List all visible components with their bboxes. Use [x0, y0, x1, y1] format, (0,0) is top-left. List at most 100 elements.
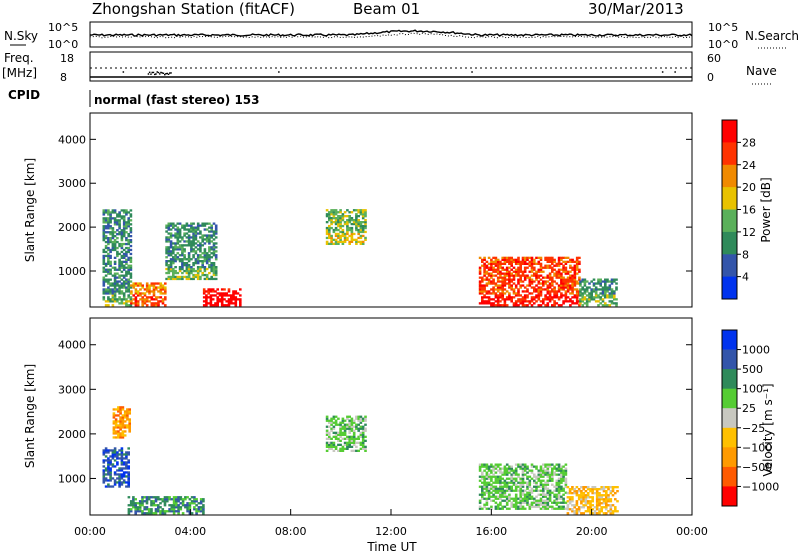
velocity-cell: [562, 475, 565, 478]
power-cell: [152, 304, 156, 307]
power-cell: [496, 260, 500, 263]
power-cell: [548, 266, 552, 269]
velocity-cell: [512, 473, 516, 476]
velocity-cell: [109, 471, 112, 474]
power-cell: [122, 274, 126, 277]
power-cell: [599, 302, 602, 305]
power-cell: [573, 270, 577, 273]
power-cell: [172, 262, 175, 265]
velocity-cell: [595, 506, 599, 509]
power-cell: [569, 278, 572, 281]
power-cell: [487, 272, 491, 275]
power-cell: [325, 213, 329, 216]
velocity-cell: [337, 439, 340, 442]
power-cell: [107, 292, 110, 295]
power-cell: [325, 242, 329, 245]
power-cell: [122, 256, 126, 259]
power-cell: [339, 240, 342, 243]
power-cell: [528, 256, 532, 259]
power-cell: [359, 236, 363, 240]
velocity-cell: [523, 481, 527, 484]
freq-tick-bottom: 8: [60, 71, 67, 84]
power-cell: [325, 240, 329, 243]
velocity-cell: [119, 436, 122, 439]
power-cell: [530, 258, 534, 261]
power-cell: [185, 222, 189, 225]
power-cell: [143, 294, 147, 297]
power-cell: [485, 296, 489, 299]
velocity-cell: [118, 479, 121, 482]
power-cell: [492, 292, 495, 295]
power-cell: [120, 266, 124, 269]
velocity-cell: [510, 481, 513, 484]
velocity-cell: [589, 502, 592, 505]
power-cell: [132, 294, 135, 297]
power-cell: [178, 277, 182, 281]
power-cell: [113, 217, 117, 220]
power-cell: [185, 269, 189, 273]
velocity-cell: [528, 505, 532, 508]
velocity-cell: [526, 491, 529, 494]
power-cell: [597, 282, 600, 285]
velocity-colorbar-tick-label: 500: [742, 363, 763, 376]
power-cell: [107, 219, 110, 222]
power-cell: [208, 248, 211, 251]
power-cell: [604, 290, 607, 293]
velocity-cell: [348, 441, 351, 444]
velocity-cell: [494, 467, 498, 470]
velocity-cell: [600, 508, 603, 511]
power-cell: [548, 284, 552, 287]
power-cell: [174, 277, 177, 281]
velocity-cell: [350, 427, 354, 430]
power-cell: [161, 286, 165, 289]
velocity-cell: [184, 496, 187, 499]
power-cell: [194, 236, 198, 239]
power-cell: [102, 270, 106, 273]
power-cell: [334, 222, 338, 226]
power-cell: [328, 211, 331, 214]
power-cell: [364, 236, 367, 240]
power-cell: [150, 302, 154, 305]
velocity-cell: [589, 496, 592, 499]
velocity-cell: [490, 465, 493, 468]
power-cell: [517, 282, 520, 285]
velocity-cell: [163, 502, 167, 505]
power-cell: [585, 304, 589, 307]
velocity-cell: [199, 498, 203, 501]
velocity-cell: [147, 508, 151, 511]
power-cell: [496, 284, 500, 287]
power-cell: [104, 254, 108, 258]
power-cell: [557, 262, 561, 265]
velocity-cell: [586, 500, 590, 503]
power-cell: [359, 228, 363, 232]
velocity-cell: [186, 496, 189, 499]
velocity-cell: [195, 504, 198, 507]
velocity-cell: [186, 510, 189, 513]
velocity-cell: [114, 422, 118, 425]
velocity-cell: [127, 475, 130, 478]
power-cell: [608, 288, 612, 291]
velocity-cell: [159, 502, 162, 505]
power-cell: [136, 304, 140, 307]
velocity-cell: [138, 504, 142, 507]
velocity-cell: [361, 429, 365, 432]
power-cell: [512, 304, 516, 307]
power-cell: [505, 260, 509, 263]
power-cell: [107, 298, 110, 301]
power-cell: [352, 221, 356, 224]
velocity-cell: [481, 495, 484, 498]
power-cell: [176, 226, 180, 229]
power-cell: [555, 274, 559, 277]
velocity-cell: [548, 499, 552, 502]
velocity-cell: [350, 441, 354, 444]
power-cell: [581, 298, 584, 301]
velocity-cell: [526, 465, 529, 468]
velocity-cell: [530, 503, 534, 506]
velocity-cell: [526, 501, 529, 504]
power-cell: [537, 304, 541, 307]
velocity-cell: [528, 507, 532, 510]
power-cell: [216, 298, 219, 301]
velocity-cell: [120, 451, 124, 454]
power-cell: [102, 209, 106, 212]
power-cell: [332, 217, 336, 220]
